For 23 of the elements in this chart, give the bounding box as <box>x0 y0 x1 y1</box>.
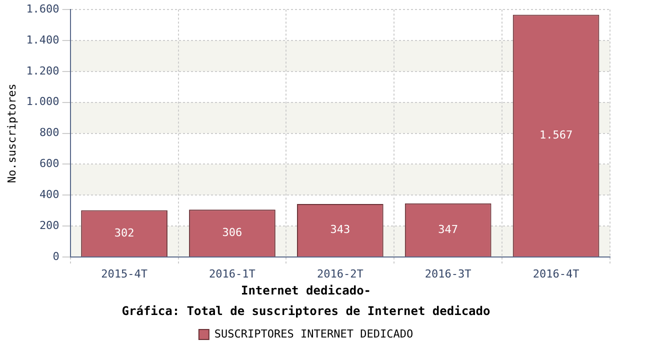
x-tick-label: 2016-4T <box>532 267 580 280</box>
data-label: 343 <box>330 223 350 236</box>
y-tick-label: 1.400 <box>26 33 60 46</box>
legend-label: SUSCRIPTORES INTERNET DEDICADO <box>214 327 414 340</box>
data-label: 347 <box>438 222 458 236</box>
data-label: 306 <box>222 226 242 239</box>
y-tick-label: 200 <box>39 218 60 232</box>
data-label: 1.567 <box>539 128 573 142</box>
y-tick-label: 0 <box>52 250 60 263</box>
y-tick-label: 1.000 <box>26 95 60 108</box>
data-label: 302 <box>114 226 134 240</box>
y-axis-title: No.suscriptores <box>5 84 18 183</box>
x-tick-label: 2016-3T <box>424 267 472 280</box>
text: Internet dedicado- <box>240 284 372 298</box>
y-tick-label: 1.600 <box>26 2 60 16</box>
y-tick-label: 600 <box>39 157 60 170</box>
text: Gráfica: Total de suscriptores de Internet dedicado <box>122 304 490 318</box>
y-tick-label: 400 <box>39 188 60 202</box>
y-tick-label: 1.200 <box>26 64 60 78</box>
y-tick-label: 800 <box>39 126 60 140</box>
x-tick-label: 2016-1T <box>209 267 256 280</box>
x-tick-label: 2015-4T <box>101 267 148 280</box>
x-tick-label: 2016-2T <box>316 267 364 280</box>
